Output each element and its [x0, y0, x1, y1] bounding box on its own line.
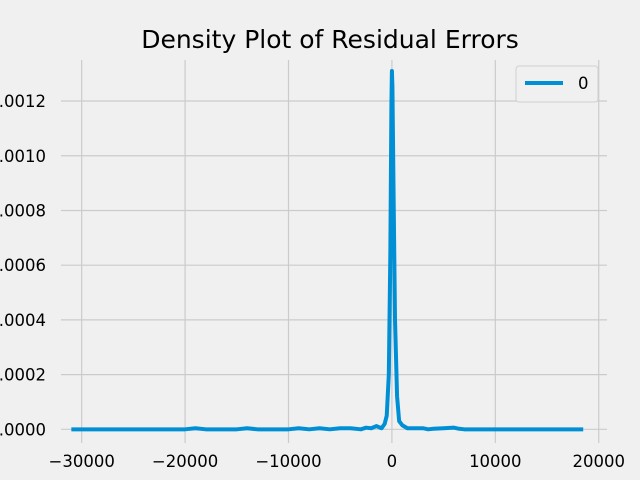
x-tick-label: −30000 — [49, 452, 115, 471]
legend-label: 0 — [578, 74, 589, 93]
x-tick-label: 20000 — [572, 452, 625, 471]
chart-title: Density Plot of Residual Errors — [141, 25, 519, 54]
series-layer — [71, 68, 584, 432]
y-tick-label: 0.0000 — [0, 420, 46, 439]
y-tick-label: 0.0010 — [0, 147, 46, 166]
y-tick-label: 0.0008 — [0, 201, 46, 220]
density-line-series-0 — [71, 68, 584, 432]
y-tick-label: 0.0002 — [0, 366, 46, 385]
y-tick-label: 0.0004 — [0, 311, 46, 330]
y-tick-label: 0.0012 — [0, 92, 46, 111]
y-tick-label: 0.0006 — [0, 256, 46, 275]
grid — [61, 60, 607, 443]
x-tick-label: −10000 — [255, 452, 321, 471]
x-tick-label: 0 — [387, 452, 398, 471]
x-tick-label: 10000 — [469, 452, 522, 471]
x-tick-label: −20000 — [152, 452, 218, 471]
tick-labels: −30000 −20000 −10000 0 10000 20000 0.0000 0.000… — [0, 92, 625, 471]
legend: 0 — [515, 65, 599, 103]
